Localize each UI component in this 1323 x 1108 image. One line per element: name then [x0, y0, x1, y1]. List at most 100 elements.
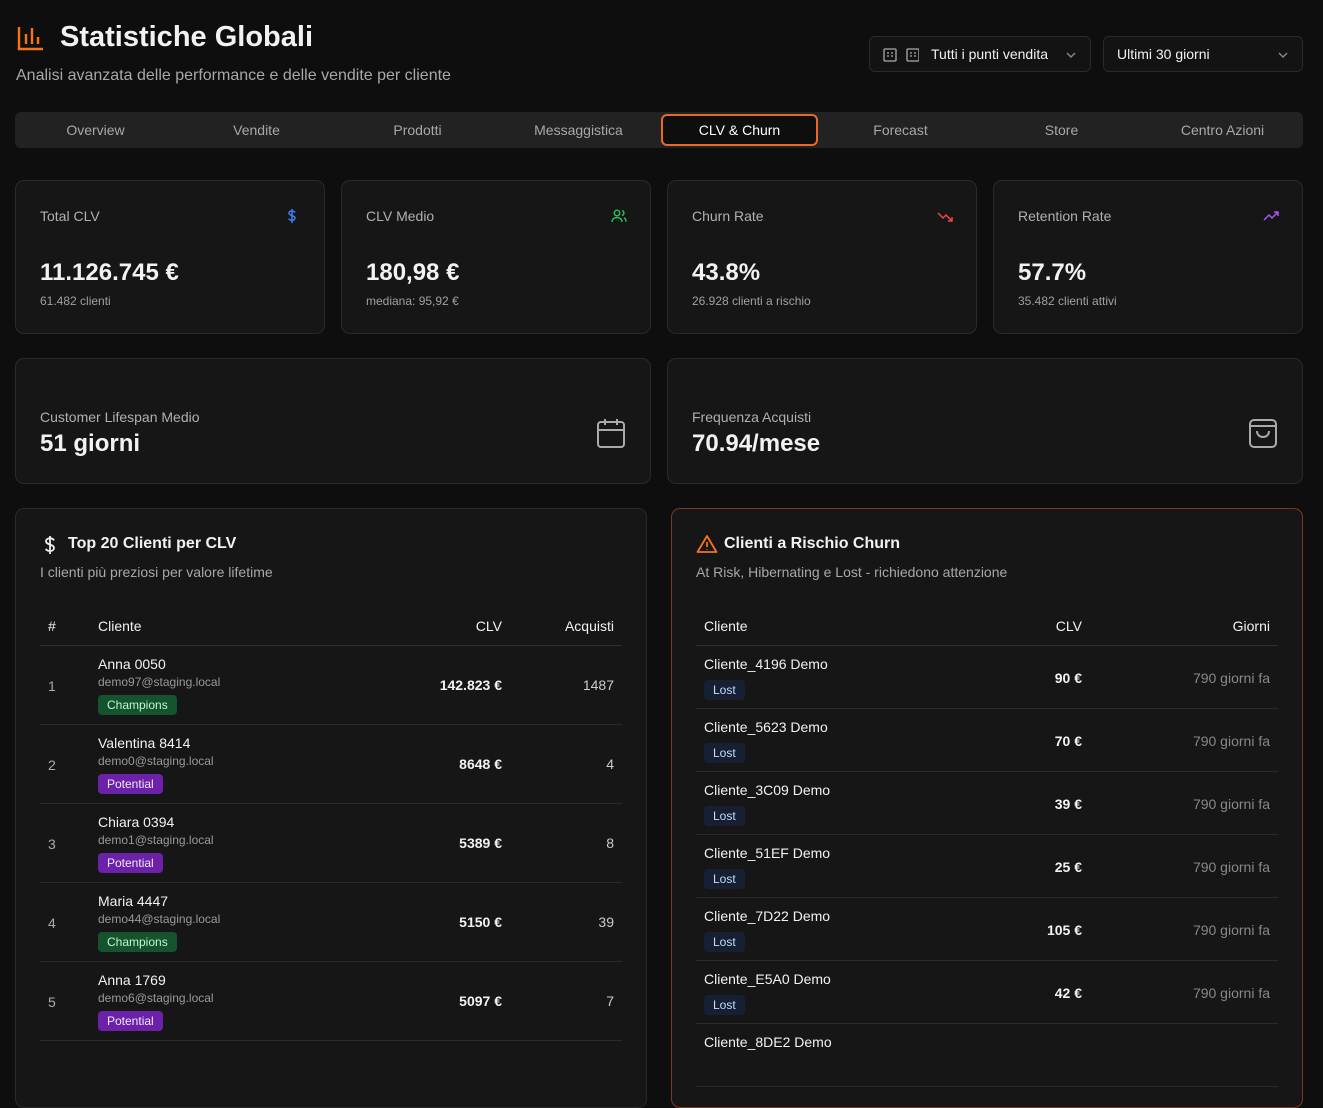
column-header: Acquisti [564, 618, 614, 634]
kpi-label: Total CLV [40, 208, 100, 224]
tab[interactable]: Centro Azioni [1180, 122, 1265, 138]
purchases: 1487 [582, 677, 614, 693]
warning-icon [696, 534, 718, 559]
column-header: Cliente [98, 618, 142, 634]
stat-label: Frequenza Acquisti [692, 409, 812, 425]
clv: 105 € [1046, 922, 1082, 938]
segment-badge: Potential [98, 853, 163, 873]
segment-badge: Lost [704, 806, 745, 826]
days: 790 giorni fa [1192, 733, 1270, 749]
kpi-note: 26.928 clienti a rischio [692, 294, 811, 308]
top-clients-card: Top 20 Clienti per CLV I clienti più prez… [15, 508, 647, 1108]
clv: 90 € [1054, 670, 1082, 686]
client-email: demo44@staging.local [98, 912, 221, 926]
row-divider [696, 1086, 1278, 1087]
stat-card: Frequenza Acquisti 70.94/mese [667, 358, 1303, 484]
days: 790 giorni fa [1192, 796, 1270, 812]
row-divider [696, 960, 1278, 961]
segment-badge: Potential [98, 1011, 163, 1031]
kpi-label: CLV Medio [366, 208, 435, 224]
card-subtitle: At Risk, Hibernating e Lost - richiedono… [696, 564, 1008, 580]
days: 790 giorni fa [1192, 985, 1270, 1001]
segment-badge: Lost [704, 869, 745, 889]
row-divider [696, 771, 1278, 772]
column-header: # [48, 618, 56, 634]
rank: 5 [48, 994, 56, 1010]
page-title: Statistiche Globali [60, 21, 313, 53]
kpi-value: 43.8% [692, 259, 761, 286]
clv: 5389 € [459, 835, 502, 851]
segment-badge: Potential [98, 774, 163, 794]
store-filter-text: Tutti i punti vendita [931, 46, 1048, 62]
purchases: 8 [606, 835, 614, 851]
segment-badge: Champions [98, 932, 177, 952]
client-name: Cliente_51EF Demo [704, 845, 831, 861]
chart-icon [17, 27, 43, 51]
kpi-card: CLV Medio 180,98 € mediana: 95,92 € [341, 180, 651, 334]
row-divider [696, 708, 1278, 709]
tab[interactable]: Prodotti [393, 122, 442, 138]
period-filter[interactable]: Ultimi 30 giorni [1103, 36, 1303, 72]
client-name: Cliente_E5A0 Demo [704, 971, 831, 987]
churn-card: Clienti a Rischio Churn At Risk, Hibernat… [671, 508, 1303, 1108]
kpi-card: Total CLV 11.126.745 € 61.482 clienti [15, 180, 325, 334]
segment-badge: Lost [704, 680, 745, 700]
clv: 42 € [1054, 985, 1082, 1001]
tab[interactable]: CLV & Churn [661, 114, 818, 146]
client-name: Anna 1769 [98, 972, 166, 988]
header-divider [40, 645, 622, 646]
row-divider [40, 961, 622, 962]
stat-icon [1248, 417, 1278, 454]
tab[interactable]: Messaggistica [534, 122, 623, 138]
client-email: demo97@staging.local [98, 675, 221, 689]
clv: 5097 € [459, 993, 502, 1009]
days: 790 giorni fa [1192, 859, 1270, 875]
chevron [1066, 52, 1076, 58]
client-name: Cliente_8DE2 Demo [704, 1034, 832, 1050]
row-divider [40, 1040, 622, 1041]
purchases: 39 [598, 914, 614, 930]
row-divider [696, 834, 1278, 835]
kpi-icon [611, 208, 627, 229]
tab[interactable]: Forecast [873, 122, 928, 138]
client-name: Cliente_3C09 Demo [704, 782, 831, 798]
column-header: CLV [1055, 618, 1082, 634]
store-icon [883, 48, 919, 62]
stat-label: Customer Lifespan Medio [40, 409, 200, 425]
client-name: Chiara 0394 [98, 814, 175, 830]
kpi-value: 57.7% [1018, 259, 1087, 286]
page-subtitle: Analisi avanzata delle performance e del… [16, 67, 451, 84]
kpi-icon [937, 208, 953, 229]
stat-icon [596, 417, 626, 454]
row-divider [40, 724, 622, 725]
clv: 25 € [1054, 859, 1082, 875]
clv: 70 € [1054, 733, 1082, 749]
client-email: demo6@staging.local [98, 991, 214, 1005]
purchases: 7 [606, 993, 614, 1009]
kpi-note: mediana: 95,92 € [366, 294, 459, 308]
rank: 1 [48, 678, 56, 694]
card-title: Top 20 Clienti per CLV [68, 535, 237, 552]
tab[interactable]: Store [1044, 122, 1079, 138]
client-name: Cliente_5623 Demo [704, 719, 828, 735]
row-divider [696, 897, 1278, 898]
segment-badge: Champions [98, 695, 177, 715]
stat-value: 51 giorni [40, 430, 141, 457]
clv: 8648 € [459, 756, 502, 772]
client-name: Valentina 8414 [98, 735, 191, 751]
rank: 2 [48, 757, 56, 773]
page: Statistiche Globali Analisi avanzata del… [15, 21, 1303, 1108]
client-name: Cliente_7D22 Demo [704, 908, 831, 924]
store-filter[interactable]: Tutti i punti vendita [869, 36, 1091, 72]
clv: 142.823 € [439, 677, 502, 693]
kpi-note: 35.482 clienti attivi [1018, 294, 1117, 308]
kpi-value: 11.126.745 € [40, 259, 179, 286]
tab[interactable]: Overview [66, 122, 125, 138]
tab[interactable]: Vendite [233, 122, 280, 138]
tab-bar: Overview Vendite Prodotti Messaggistica CLV … [15, 112, 1303, 148]
chevron [1278, 52, 1288, 58]
header-divider [696, 645, 1278, 646]
days: 790 giorni fa [1192, 922, 1270, 938]
stat-value: 70.94/mese [692, 430, 821, 457]
dollar-icon [42, 535, 58, 560]
